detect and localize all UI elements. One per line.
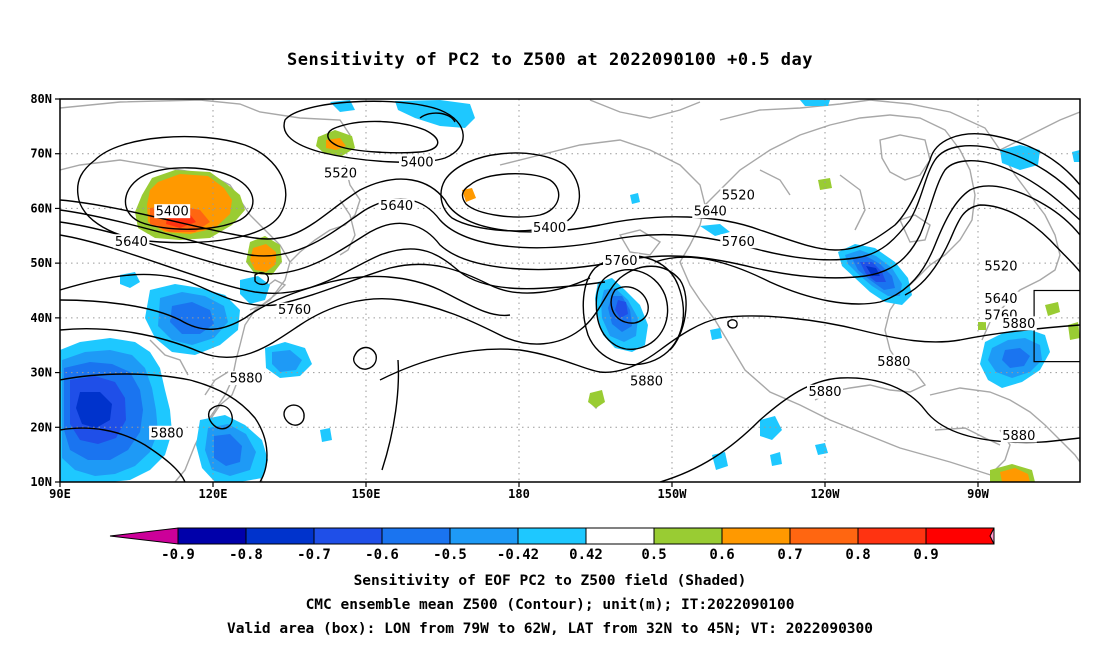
colorbar-label: -0.7 (297, 547, 331, 563)
contour-label: 5640 (694, 205, 727, 220)
map-title: Sensitivity of PC2 to Z500 at 2022090100… (286, 50, 813, 70)
contour-label: 5400 (156, 205, 189, 220)
contour-label-bg (154, 204, 191, 219)
colorbar-segment (313, 527, 383, 545)
contour-label-bg (603, 253, 639, 268)
colorbar-label: 0.8 (845, 547, 870, 563)
contour-label-bg (982, 291, 1019, 306)
colorbar-segment (857, 527, 927, 545)
caption-line-3: Valid area (box): LON from 79W to 62W, L… (226, 621, 873, 637)
contour-label: 5880 (230, 372, 263, 387)
contour-label-bg (720, 234, 757, 249)
contour-label: 5880 (630, 374, 663, 389)
contour-label: 5760 (722, 235, 755, 250)
lat-tick-label: 60N (30, 201, 52, 215)
lat-tick-label: 30N (30, 366, 52, 380)
contour-label-bg (1000, 428, 1037, 443)
longitude-axis: 90E120E150E180150W120W90W60W (49, 482, 990, 501)
colorbar-label: 0.42 (569, 547, 603, 563)
contour-label: 5400 (533, 221, 566, 236)
contour-label-bg (807, 384, 843, 399)
lat-tick-label: 50N (30, 256, 52, 270)
lat-tick-label: 20N (30, 420, 52, 434)
colorbar-segment (653, 527, 723, 545)
colorbar-label: -0.9 (161, 547, 195, 563)
contour-label-bg (720, 187, 757, 202)
contour-label-bg (322, 165, 359, 180)
contour-label: 5520 (984, 259, 1017, 274)
lon-tick-label: 180 (508, 487, 530, 501)
colorbar-label: -0.42 (497, 547, 539, 563)
z500-contours (60, 100, 1080, 482)
colorbar-label: 0.5 (641, 547, 666, 563)
colorbar-label: 0.6 (709, 547, 734, 563)
contour-label: 5640 (380, 199, 413, 214)
latitude-axis: 80N 70N 60N 50N 40N 30N 20N 10N (30, 92, 60, 489)
lat-tick-label: 70N (30, 147, 52, 161)
lat-tick-label: 10N (30, 475, 52, 489)
contour-label-bg (276, 302, 313, 317)
lon-tick-label: 150E (352, 487, 381, 501)
lon-tick-label: 90E (49, 487, 71, 501)
contour-label: 5760 (278, 303, 311, 318)
contour-label: 5640 (984, 292, 1017, 307)
contour-label: 5760 (604, 254, 637, 269)
colorbar-segment (789, 527, 859, 545)
colorbar-segment (925, 527, 995, 545)
contour-label: 5880 (877, 355, 910, 370)
sensitivity-shading (60, 100, 1080, 482)
colorbar-segment (585, 527, 655, 545)
lat-tick-label: 80N (30, 92, 52, 106)
colorbar-segment (381, 527, 451, 545)
contour-label-bg (692, 204, 729, 219)
colorbar-segment (517, 527, 587, 545)
contour-label-bg (399, 154, 435, 169)
colorbar-segment (245, 527, 315, 545)
colorbar-max-arrow (989, 527, 995, 545)
colorbar-label: 0.9 (913, 547, 938, 563)
contour-labels: 5400 5400 5400 5520 5520 5520 5640 5640 5640 5640… (113, 154, 1037, 444)
map-plot-area: 5400 5400 5400 5520 5520 5520 5640 5640 5640 5640… (60, 99, 1080, 482)
colorbar-segment (449, 527, 519, 545)
caption-line-2: CMC ensemble mean Z500 (Contour); unit(m… (305, 597, 795, 613)
contour-label-bg (628, 373, 665, 388)
contour-label: 5520 (324, 166, 357, 181)
lon-tick-label: 150W (658, 487, 688, 501)
caption-line-1: Sensitivity of EOF PC2 to Z500 field (Sh… (353, 573, 747, 589)
contour-label: 5880 (808, 385, 841, 400)
contour-label-bg (982, 258, 1019, 273)
colorbar-segment (721, 527, 791, 545)
contour-label-bg (875, 354, 912, 369)
colorbar-label: -0.5 (433, 547, 467, 563)
contour-label: 5880 (1002, 317, 1035, 332)
contour-label: 5640 (115, 235, 148, 250)
contour-label-bg (378, 198, 415, 213)
colorbar-segment (177, 527, 247, 545)
contour-label-bg (531, 220, 568, 235)
contour-label: 5520 (722, 188, 755, 203)
lon-tick-label: 90W (967, 487, 989, 501)
contour-label: 5880 (151, 426, 184, 441)
map-frame (59, 98, 1081, 483)
contour-label: 5880 (1002, 429, 1035, 444)
lat-tick-label: 40N (30, 311, 52, 325)
colorbar-min-arrow (109, 527, 179, 545)
map-gridlines (60, 99, 1080, 482)
contour-label: 5400 (400, 155, 433, 170)
contour-label-bg (228, 371, 265, 386)
colorbar: -0.9 -0.8 -0.7 -0.6 -0.5 -0.42 0.42 0.5 0.6 0.7 0.… (109, 527, 995, 563)
colorbar-label: -0.6 (365, 547, 399, 563)
colorbar-label: 0.7 (777, 547, 802, 563)
lon-tick-label: 120W (811, 487, 841, 501)
contour-label-bg (1000, 316, 1037, 331)
contour-label-bg (113, 234, 150, 249)
colorbar-label: -0.8 (229, 547, 263, 563)
contour-label-bg (149, 425, 186, 440)
lon-tick-label: 120E (199, 487, 228, 501)
